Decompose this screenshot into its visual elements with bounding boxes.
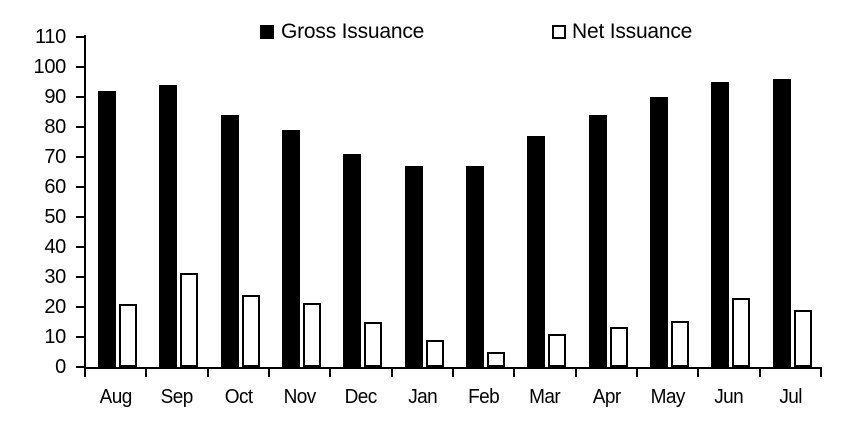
gross-issuance-legend-label: Gross Issuance	[281, 20, 425, 43]
x-tick-2	[206, 367, 209, 377]
gross-bar-may	[650, 97, 668, 367]
x-tick-3	[268, 367, 270, 377]
net-bar-oct	[241, 295, 260, 367]
y-tick-label-30: 30	[44, 266, 66, 288]
x-label-aug: Aug	[99, 386, 133, 408]
y-tick-90	[76, 96, 85, 98]
net-bar-jan	[425, 340, 444, 367]
x-tick-0	[84, 367, 86, 377]
x-tick-8	[574, 367, 577, 377]
y-tick-0	[76, 366, 85, 368]
x-label-mar: Mar	[529, 386, 561, 408]
gross-issuance-legend-marker-icon	[260, 25, 274, 39]
x-tick-7	[513, 367, 516, 377]
gross-bar-sep	[159, 85, 178, 367]
y-tick-label-40: 40	[44, 236, 66, 258]
y-tick-20	[76, 306, 85, 308]
gross-bar-jan	[404, 166, 423, 367]
y-tick-label-20: 20	[44, 296, 66, 318]
y-tick-110	[76, 36, 85, 38]
x-label-nov: Nov	[283, 386, 317, 408]
x-tick-11	[758, 367, 761, 377]
gross-bar-aug	[98, 91, 116, 367]
y-tick-label-90: 90	[44, 86, 66, 108]
y-tick-10	[76, 336, 85, 338]
gross-bar-apr	[588, 115, 607, 367]
net-issuance-legend-marker-icon	[552, 25, 566, 39]
y-tick-100	[76, 66, 85, 68]
gross-bar-nov	[282, 130, 300, 367]
x-label-jan: Jan	[407, 386, 438, 408]
y-tick-70	[76, 156, 85, 158]
x-tick-12	[820, 367, 822, 377]
net-issuance-legend-label: Net Issuance	[572, 20, 693, 43]
y-tick-label-0: 0	[55, 356, 66, 378]
net-bar-jul	[793, 310, 812, 367]
x-tick-6	[452, 367, 454, 377]
y-tick-label-110: 110	[35, 26, 66, 48]
x-tick-9	[636, 367, 638, 377]
gross-bar-jul	[772, 79, 791, 367]
x-label-feb: Feb	[468, 386, 500, 408]
y-tick-50	[76, 216, 85, 218]
x-label-may: May	[650, 386, 686, 408]
y-tick-30	[76, 276, 85, 278]
y-tick-60	[76, 186, 85, 188]
x-label-apr: Apr	[592, 386, 621, 408]
x-label-oct: Oct	[224, 386, 253, 408]
net-bar-nov	[303, 302, 321, 367]
gross-bar-oct	[220, 115, 239, 367]
x-label-jun: Jun	[714, 386, 745, 408]
y-tick-label-70: 70	[44, 146, 66, 168]
net-bar-aug	[119, 304, 137, 367]
y-tick-80	[76, 126, 85, 128]
chart-legend: Gross Issuance Net Issuance	[0, 14, 852, 48]
x-tick-1	[145, 367, 148, 377]
gross-bar-dec	[343, 154, 362, 367]
y-tick-40	[76, 246, 85, 248]
gross-bar-mar	[527, 136, 546, 367]
x-label-sep: Sep	[160, 386, 194, 408]
y-tick-label-10: 10	[44, 326, 66, 348]
net-bar-apr	[609, 326, 628, 367]
net-bar-dec	[364, 322, 383, 367]
y-tick-label-60: 60	[44, 176, 66, 198]
net-bar-mar	[548, 334, 567, 367]
x-label-dec: Dec	[344, 386, 378, 408]
x-tick-10	[697, 367, 700, 377]
gross-bar-jun	[711, 82, 730, 367]
x-tick-4	[329, 367, 332, 377]
y-tick-label-100: 100	[33, 56, 67, 78]
x-label-jul: Jul	[779, 386, 802, 408]
net-bar-may	[671, 320, 689, 367]
y-axis-line	[84, 35, 86, 369]
y-tick-label-80: 80	[44, 116, 66, 138]
gross-bar-feb	[466, 166, 484, 367]
net-bar-feb	[487, 352, 505, 367]
y-tick-label-50: 50	[44, 206, 66, 228]
net-bar-sep	[180, 272, 199, 367]
x-tick-5	[390, 367, 393, 377]
net-bar-jun	[732, 298, 751, 367]
